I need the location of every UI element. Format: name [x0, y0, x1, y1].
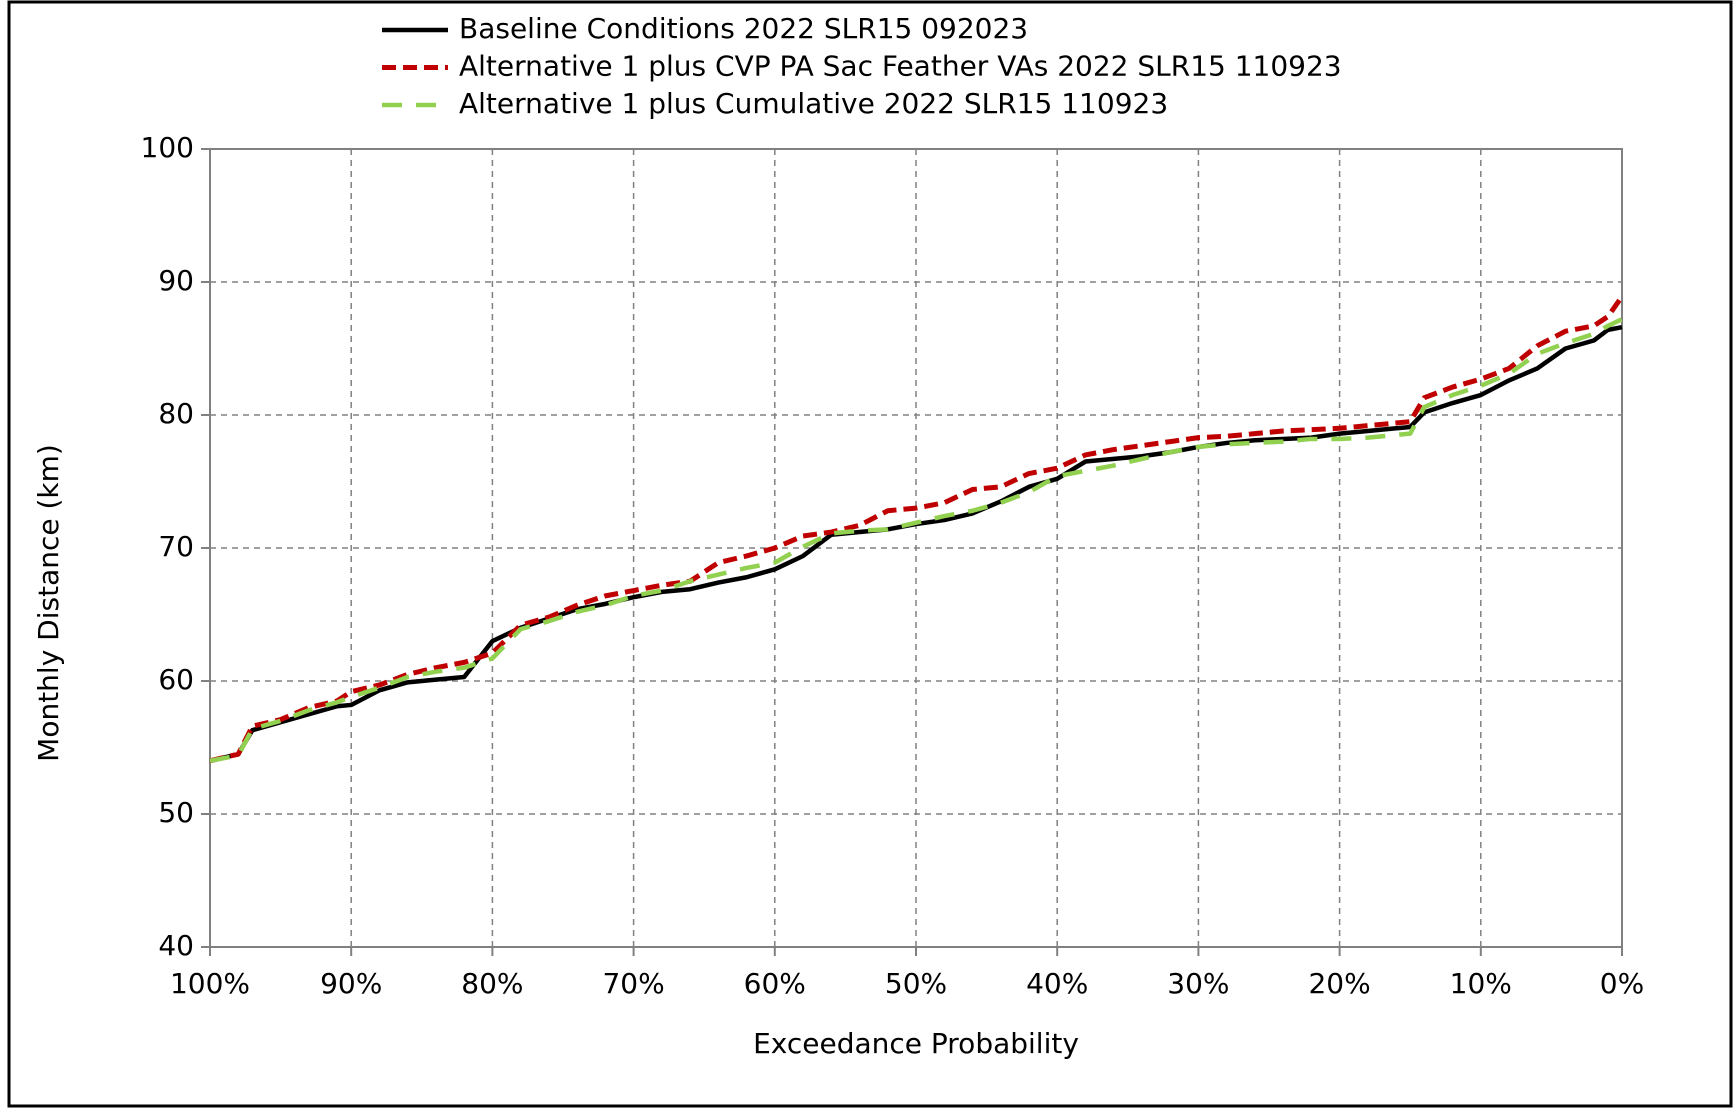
y-tick-label: 60	[158, 663, 194, 696]
legend-label: Baseline Conditions 2022 SLR15 092023	[459, 12, 1028, 45]
series-line	[209, 317, 1623, 764]
x-tick-label: 20%	[1308, 967, 1370, 1000]
x-tick-label: 30%	[1167, 967, 1229, 1000]
series-line	[209, 325, 1623, 763]
y-axis-label: Monthly Distance (km)	[32, 444, 65, 762]
x-tick-label: 60%	[744, 967, 806, 1000]
x-tick-label: 0%	[1600, 967, 1644, 1000]
series-line	[209, 295, 1625, 764]
y-tick-label: 50	[158, 796, 194, 829]
legend-label: Alternative 1 plus Cumulative 2022 SLR15…	[459, 87, 1168, 120]
x-tick-label: 50%	[885, 967, 947, 1000]
y-tick-label: 80	[158, 397, 194, 430]
plot-border	[209, 148, 1623, 948]
x-tick-label: 40%	[1026, 967, 1088, 1000]
frame	[7, 0, 1733, 1108]
x-axis-label: Exceedance Probability	[753, 1027, 1079, 1060]
y-tick-label: 40	[158, 929, 194, 962]
x-tick-label: 80%	[461, 967, 523, 1000]
legend-label: Alternative 1 plus CVP PA Sac Feather VA…	[459, 50, 1342, 83]
x-tick-label: 10%	[1450, 967, 1512, 1000]
y-tick-label: 70	[158, 530, 194, 563]
x-tick-label: 70%	[602, 967, 664, 1000]
y-tick-label: 90	[158, 264, 194, 297]
y-tick-label: 100	[141, 131, 194, 164]
x-tick-label: 100%	[170, 967, 250, 1000]
x-tick-label: 90%	[320, 967, 382, 1000]
